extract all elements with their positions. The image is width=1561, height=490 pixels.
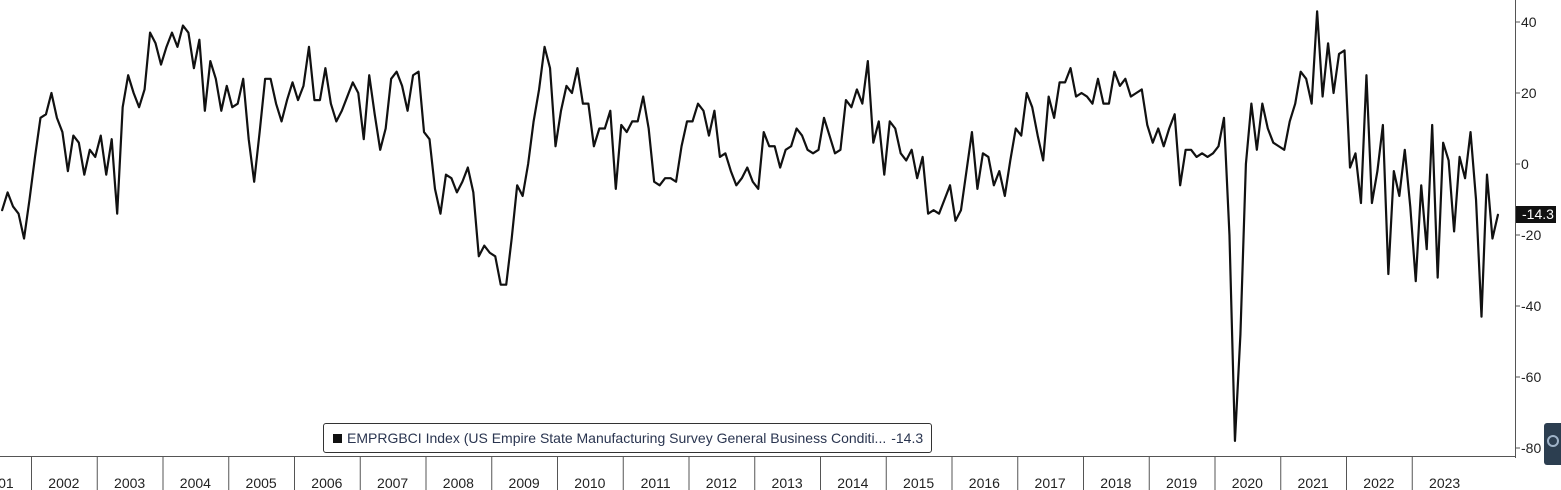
x-tick-label: 2020 xyxy=(1232,475,1263,490)
x-tick-label: 2004 xyxy=(180,475,211,490)
x-tick-label: 2008 xyxy=(443,475,474,490)
x-tick-label: 2022 xyxy=(1363,475,1394,490)
y-tick-label: -60 xyxy=(1521,369,1541,385)
legend-last-value: -14.3 xyxy=(891,430,924,446)
x-tick-label: 2011 xyxy=(641,475,671,490)
x-tick-label: 2010 xyxy=(574,475,605,490)
x-tick-label: 2014 xyxy=(837,475,868,490)
x-tick-label: 2006 xyxy=(311,475,342,490)
legend-series-name: EMPRGBCI Index (US Empire State Manufact… xyxy=(347,430,887,446)
y-tick-label: 20 xyxy=(1521,85,1537,101)
y-tick-label: -80 xyxy=(1521,440,1541,456)
x-tick-label: 2015 xyxy=(903,475,934,490)
chart-options-icon[interactable] xyxy=(1544,423,1561,465)
x-tick-label: 2003 xyxy=(114,475,145,490)
x-tick-label: 2013 xyxy=(772,475,803,490)
legend-swatch xyxy=(333,433,342,443)
x-tick-label: 2005 xyxy=(246,475,277,490)
x-tick-label: 2019 xyxy=(1166,475,1197,490)
y-tick-label: -20 xyxy=(1521,227,1541,243)
y-tick-label: 40 xyxy=(1521,14,1537,30)
x-tick-label: 2017 xyxy=(1035,475,1066,490)
x-axis-ticks: 2001 2002 2003 2004 2005 2006 2007 2008 2009 2010… xyxy=(0,457,1460,490)
last-value-badge: -14.3 xyxy=(1516,206,1556,223)
y-tick-label: -40 xyxy=(1521,298,1541,314)
x-tick-label: 2023 xyxy=(1429,475,1460,490)
legend: EMPRGBCI Index (US Empire State Manufact… xyxy=(323,423,933,453)
x-tick-label: 2002 xyxy=(48,475,79,490)
y-axis-ticks: 40 20 0 -20 -40 -60 -80 xyxy=(1515,14,1541,456)
series-line-emprgbci xyxy=(1,10,1500,442)
x-tick-label: 2018 xyxy=(1100,475,1131,490)
x-tick-label: 2007 xyxy=(377,475,408,490)
x-tick-label: 2021 xyxy=(1298,475,1329,490)
x-tick-label: 2016 xyxy=(969,475,1000,490)
x-tick-label: 2001 xyxy=(0,475,14,490)
x-tick-label: 2009 xyxy=(509,475,540,490)
y-tick-label: 0 xyxy=(1521,156,1529,172)
x-tick-label: 2012 xyxy=(706,475,737,490)
